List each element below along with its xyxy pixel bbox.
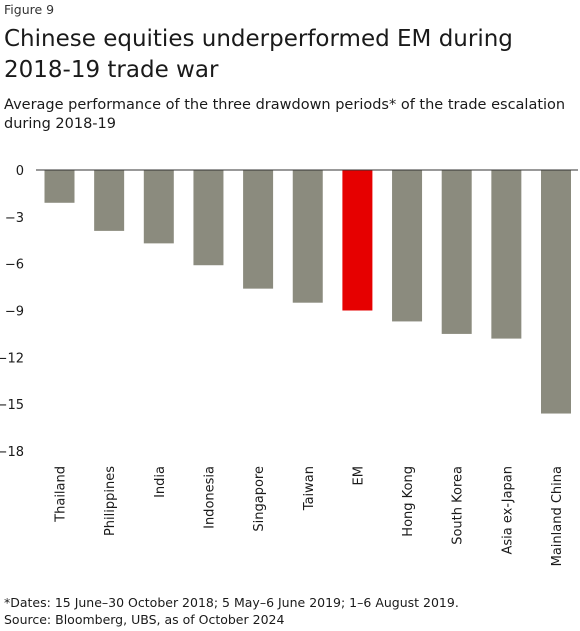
bar-chart: 0 −3 −6 −9 −12 −15 −18 Thailand Philippines Indi… xyxy=(0,164,578,567)
chart-subtitle: Average performance of the three drawdow… xyxy=(4,97,566,132)
x-tick-label: Singapore xyxy=(252,466,267,532)
x-tick-label: India xyxy=(153,466,168,498)
x-tick-label: Asia ex-Japan xyxy=(500,466,515,555)
chart-title: Chinese equities underperformed EM durin… xyxy=(4,26,513,83)
x-tick-label: Mainland China xyxy=(550,466,565,566)
bar-series xyxy=(44,170,571,414)
bar-thailand xyxy=(44,170,75,203)
footnote: *Dates: 15 June–30 October 2018; 5 May–6… xyxy=(4,594,459,628)
x-tick-label: EM xyxy=(351,466,366,485)
y-tick-label: −18 xyxy=(0,445,24,460)
bar-hong-kong xyxy=(392,170,423,322)
bar-indonesia xyxy=(193,170,224,266)
x-tick-label: Philippines xyxy=(103,466,118,536)
y-tick-label: −9 xyxy=(5,305,24,320)
x-tick-label: Hong Kong xyxy=(401,466,416,537)
y-tick-label: −15 xyxy=(0,398,24,413)
y-tick-label: −12 xyxy=(0,351,24,366)
x-tick-label: Indonesia xyxy=(202,466,217,529)
bar-india xyxy=(143,170,174,244)
bar-taiwan xyxy=(292,170,323,303)
footnote-source: Source: Bloomberg, UBS, as of October 20… xyxy=(4,612,285,627)
y-axis-ticks: 0 −3 −6 −9 −12 −15 −18 xyxy=(0,164,24,460)
x-tick-label: Thailand xyxy=(54,466,69,523)
x-tick-label: South Korea xyxy=(451,466,466,545)
y-tick-label: 0 xyxy=(16,164,24,179)
y-tick-label: −3 xyxy=(5,211,24,226)
bar-em xyxy=(342,170,373,311)
figure-label: Figure 9 xyxy=(4,2,55,17)
bar-mainland-china xyxy=(541,170,571,414)
bar-singapore xyxy=(243,170,274,289)
x-axis-labels: Thailand Philippines India Indonesia Singapo… xyxy=(54,466,566,567)
bar-asia-ex-japan xyxy=(491,170,522,339)
bar-south-korea xyxy=(441,170,472,334)
bar-philippines xyxy=(94,170,125,231)
y-tick-label: −6 xyxy=(5,258,24,273)
x-tick-label: Taiwan xyxy=(302,466,317,511)
footnote-dates: *Dates: 15 June–30 October 2018; 5 May–6… xyxy=(4,595,459,610)
